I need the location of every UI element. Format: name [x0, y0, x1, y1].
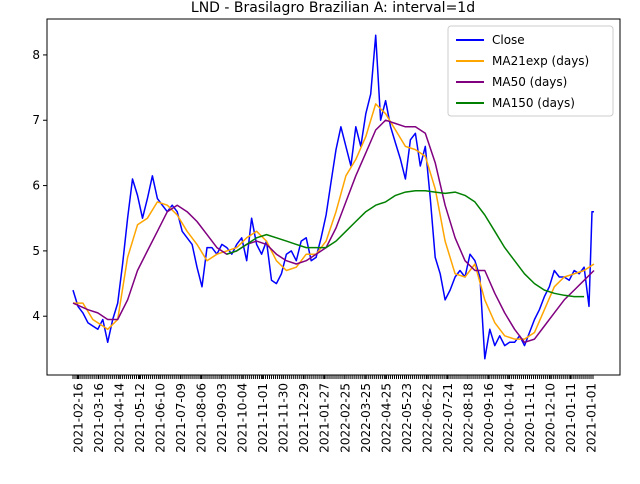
- x-tick-label-12: 2021-01-27: [318, 383, 332, 453]
- legend-label-2: MA50 (days): [492, 75, 567, 89]
- x-tick-label-3: 2021-05-12: [133, 383, 147, 453]
- y-tick-label-1: 5: [32, 244, 40, 258]
- x-tick-label-4: 2021-06-10: [154, 383, 168, 453]
- y-tick-label-3: 7: [32, 113, 40, 127]
- x-tick-label-8: 2021-10-04: [236, 383, 250, 453]
- y-axis: 4 5 6 7 8: [32, 48, 47, 323]
- x-tick-label-7: 2021-09-03: [215, 383, 229, 453]
- x-tick-label-2: 2021-04-14: [113, 383, 127, 453]
- x-tick-label-21: 2020-10-14: [502, 383, 516, 453]
- x-axis: 2021-02-16 2021-03-16 2021-04-14 2021-05-12…: [72, 375, 599, 453]
- x-tick-label-5: 2021-07-09: [174, 383, 188, 453]
- y-tick-label-4: 8: [32, 48, 40, 62]
- series-line-2: [72, 119, 595, 344]
- x-tick-label-1: 2021-03-16: [92, 383, 106, 453]
- x-tick-label-20: 2020-09-16: [482, 383, 496, 453]
- x-tick-label-9: 2021-11-01: [256, 383, 270, 453]
- legend-label-1: MA21exp (days): [492, 54, 589, 68]
- legend-box: [447, 25, 614, 117]
- y-tick-label-0: 4: [32, 309, 40, 323]
- legend-label-3: MA150 (days): [492, 96, 575, 110]
- x-tick-label-0: 2021-02-16: [72, 383, 86, 453]
- x-tick-label-16: 2022-05-23: [400, 383, 414, 453]
- x-tick-label-13: 2022-02-25: [338, 383, 352, 453]
- x-tick-label-10: 2021-11-30: [277, 383, 291, 453]
- legend: Close MA21exp (days) MA50 (days) MA150 (day…: [447, 25, 614, 117]
- series-line-1: [73, 103, 595, 340]
- x-tick-label-6: 2021-08-06: [195, 383, 209, 453]
- x-tick-label-22: 2020-11-11: [523, 383, 537, 453]
- y-tick-label-2: 6: [32, 179, 40, 193]
- x-tick-label-25: 2021-01-01: [585, 383, 599, 453]
- x-tick-label-19: 2022-08-18: [461, 383, 475, 453]
- x-tick-label-11: 2021-12-29: [297, 383, 311, 453]
- x-tick-label-17: 2022-06-22: [420, 383, 434, 453]
- chart-title: LND - Brasilagro Brazilian A: interval=1…: [191, 0, 475, 16]
- legend-label-0: Close: [492, 33, 525, 47]
- x-tick-label-23: 2020-12-10: [544, 383, 558, 453]
- series-line-3: [226, 190, 585, 298]
- x-tick-label-18: 2022-07-21: [441, 383, 455, 453]
- x-tick-label-14: 2022-03-25: [359, 383, 373, 453]
- x-tick-label-24: 2021-01-11: [564, 383, 578, 453]
- plot-lines: [72, 34, 595, 360]
- x-tick-label-15: 2022-04-25: [379, 383, 393, 453]
